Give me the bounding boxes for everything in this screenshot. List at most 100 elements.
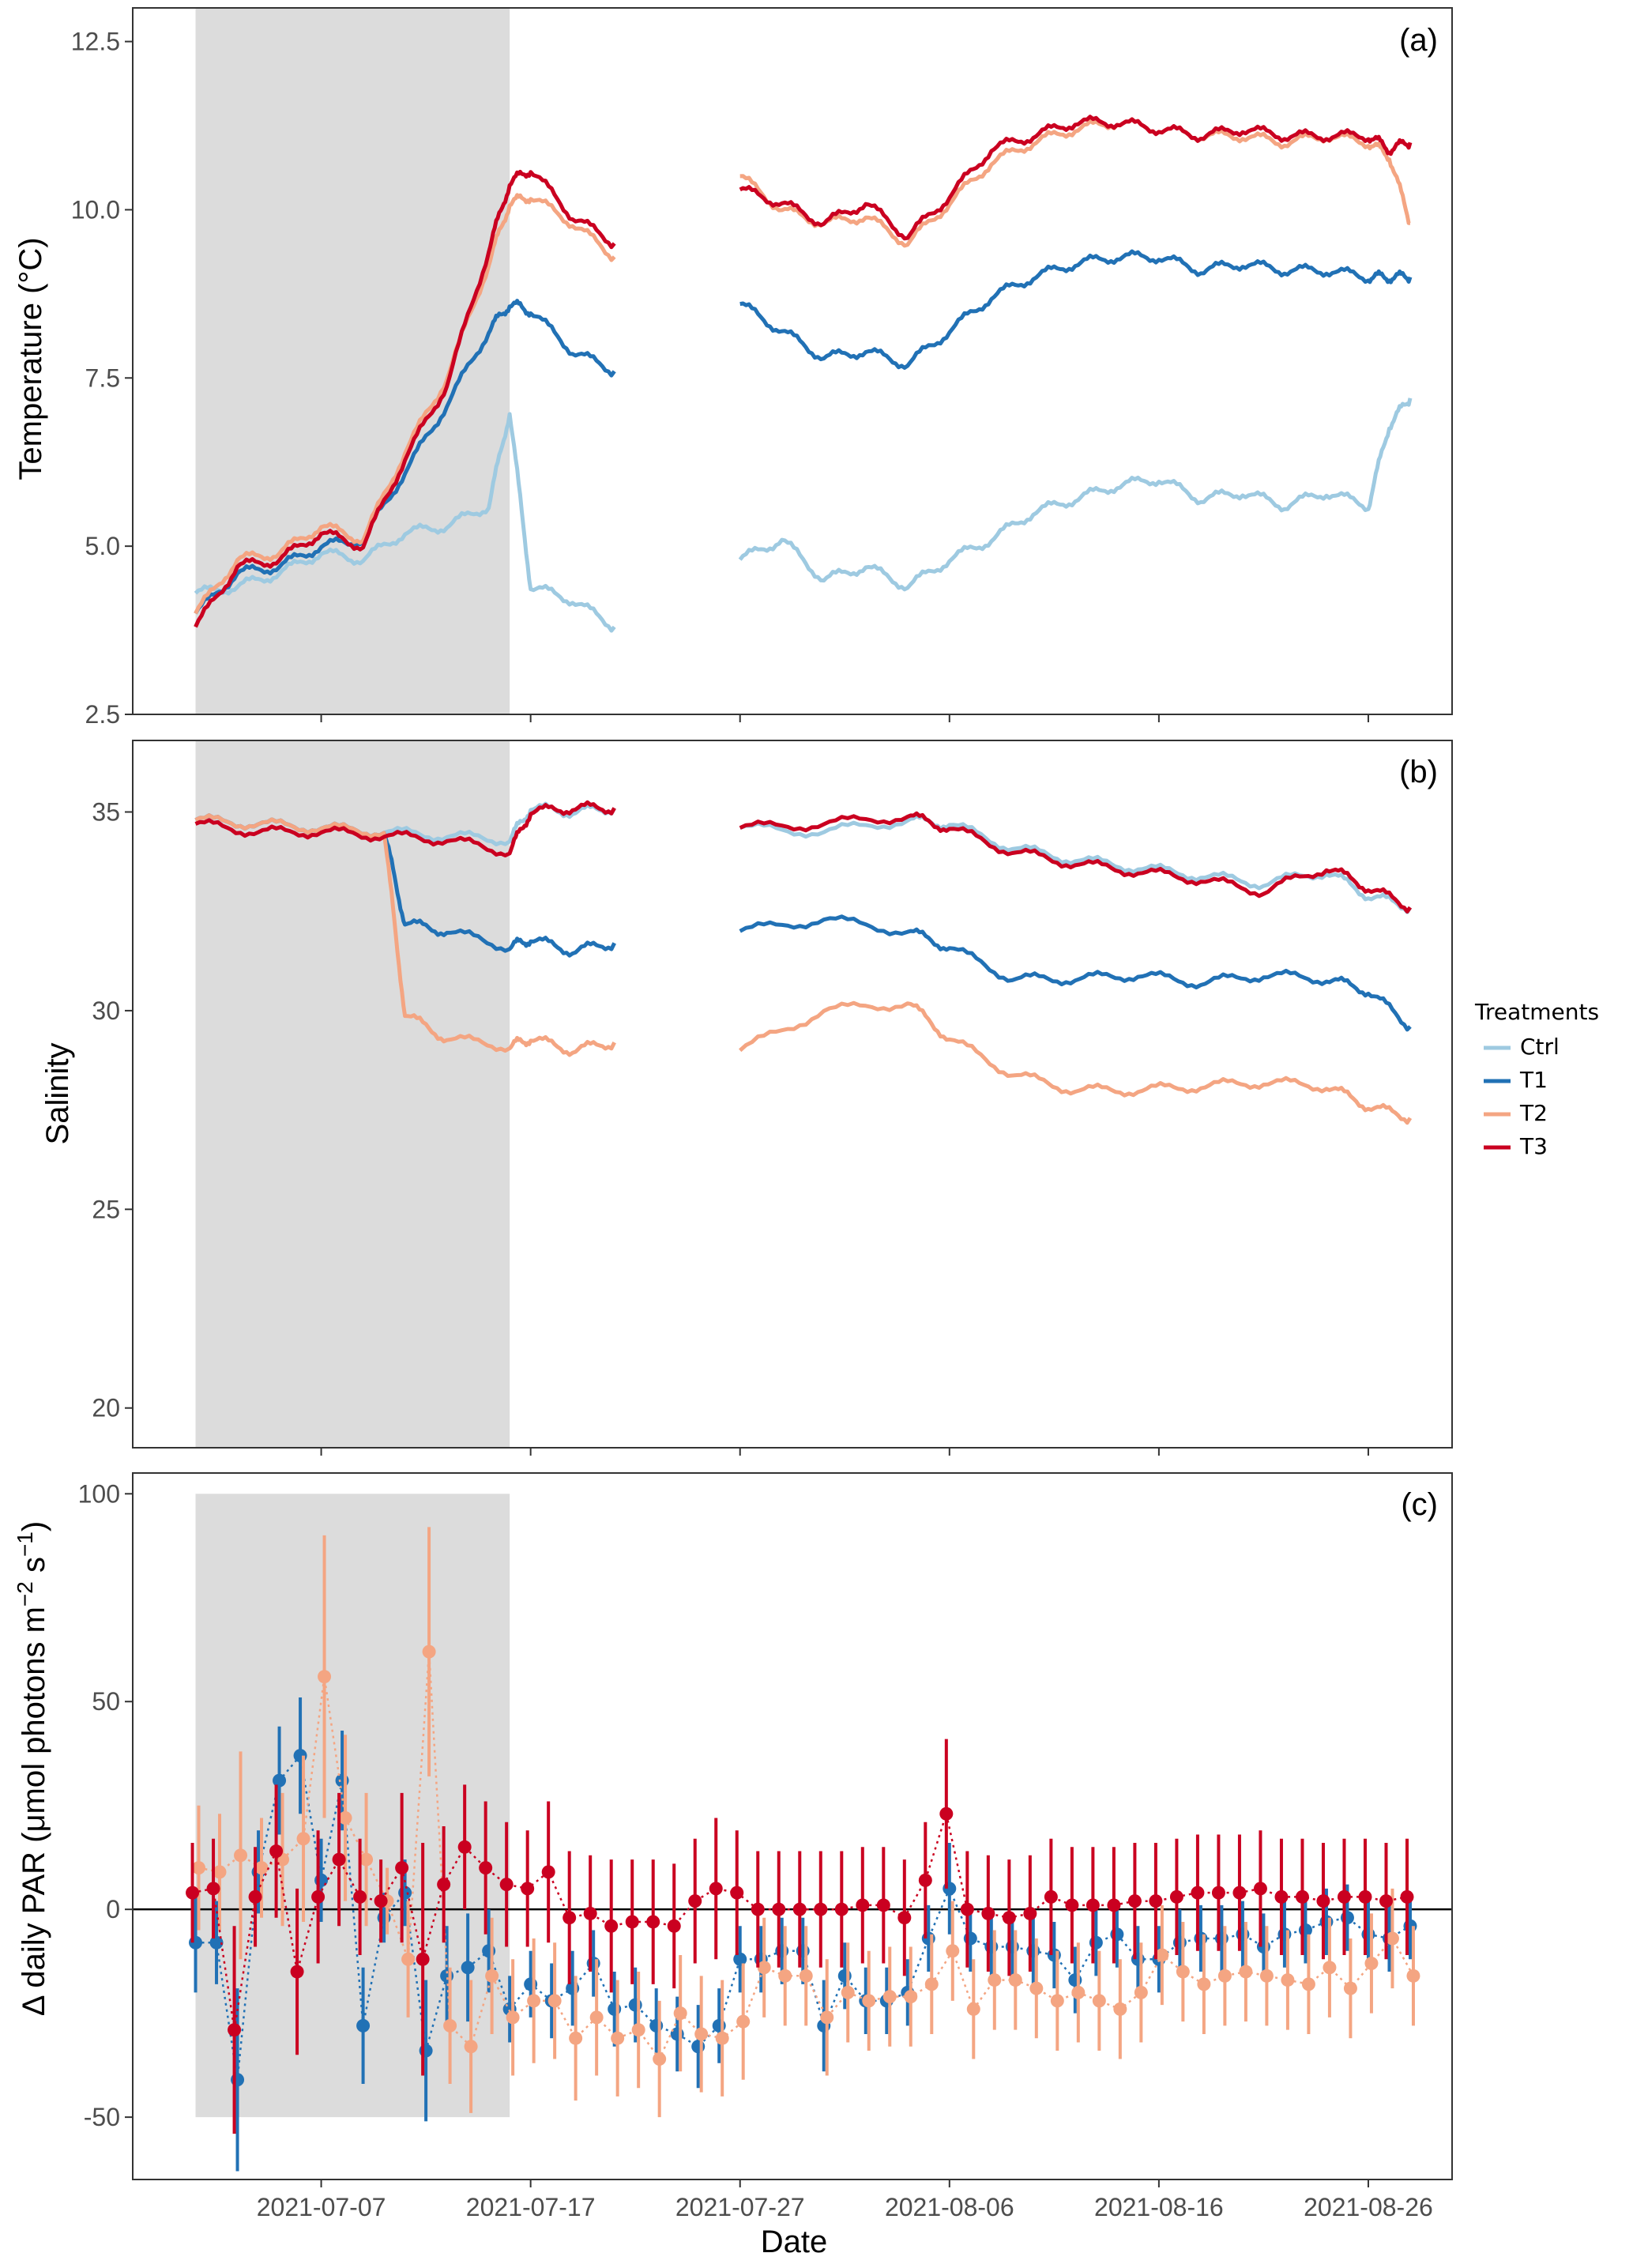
data-point-t2 — [464, 2040, 478, 2054]
y-tick-label: 7.5 — [85, 364, 120, 392]
data-point-t3 — [395, 1861, 409, 1875]
panel-label-c: (c) — [1401, 1487, 1438, 1522]
data-point-t2 — [527, 1994, 541, 2008]
x-axis-title: Date — [761, 2225, 828, 2259]
legend-label-t1: T1 — [1519, 1067, 1548, 1093]
shaded-rect — [195, 1494, 510, 2118]
data-point-t3 — [1127, 1894, 1142, 1908]
x-tick-label: 2021-08-06 — [885, 2193, 1014, 2221]
data-point-t2 — [611, 2031, 625, 2045]
x-tick-label: 2021-07-07 — [257, 2193, 386, 2221]
y-axis-title-temperature: Temperature (°C) — [13, 237, 48, 480]
x-axis: 2021-07-07 2021-07-17 2021-07-27 2021-08-06… — [257, 2179, 1433, 2221]
data-point-t2 — [1197, 1977, 1211, 1991]
data-point-t3 — [792, 1902, 807, 1916]
y-tick-label: 50 — [92, 1687, 120, 1716]
data-point-t3 — [751, 1902, 765, 1916]
shaded-rect — [195, 8, 510, 714]
series-line-t3 — [739, 115, 1413, 241]
data-point-t3 — [856, 1898, 870, 1912]
y-title-sup2: −1 — [13, 1531, 37, 1557]
data-point-t2 — [1343, 1981, 1357, 1995]
panel-label-a: (a) — [1399, 23, 1438, 58]
data-point-t3 — [1379, 1894, 1393, 1908]
series-line-t1 — [739, 249, 1413, 370]
series-line-ctrl — [739, 813, 1413, 914]
data-point-t2 — [1301, 1977, 1315, 1991]
data-point-t2 — [757, 1961, 771, 1975]
data-point-t3 — [1065, 1898, 1079, 1912]
data-point-t3 — [1023, 1906, 1037, 1920]
y-title-sup1: −2 — [13, 1581, 37, 1607]
data-point-t3 — [688, 1894, 702, 1908]
temperature-lines — [194, 115, 1413, 633]
data-point-t2 — [1071, 1985, 1086, 1999]
data-point-t3 — [1274, 1889, 1289, 1904]
data-point-t3 — [1295, 1889, 1309, 1904]
data-point-t3 — [332, 1852, 346, 1867]
data-point-t2 — [485, 1968, 499, 1983]
data-point-t3 — [353, 1889, 367, 1904]
data-point-t3 — [981, 1906, 995, 1920]
y-title-suffix: ) — [17, 1521, 51, 1531]
data-point-t3 — [1191, 1886, 1205, 1900]
data-point-t3 — [1337, 1889, 1351, 1904]
data-point-t2 — [359, 1852, 374, 1867]
data-point-t2 — [924, 1977, 939, 1991]
y-title-mid: s — [17, 1557, 51, 1581]
data-point-t2 — [1113, 2002, 1127, 2016]
data-point-t3 — [374, 1894, 388, 1908]
data-point-t1 — [356, 2018, 371, 2033]
data-point-t2 — [254, 1861, 269, 1875]
panel-temperature: 2.5 5.0 7.5 10.0 12.5 (a) Temperature (°C) — [13, 7, 1453, 729]
panel-salinity: 20 25 30 35 (b) Salinity — [40, 740, 1453, 1456]
data-point-t2 — [841, 1985, 855, 1999]
data-point-t3 — [897, 1911, 912, 1925]
panel-frame — [132, 1472, 1453, 2180]
data-point-t2 — [1134, 1985, 1148, 1999]
data-point-t2 — [820, 2010, 834, 2025]
x-tick-label: 2021-07-17 — [466, 2193, 596, 2221]
data-point-t2 — [296, 1832, 310, 1846]
data-point-t2 — [715, 2031, 729, 2045]
data-point-t3 — [457, 1840, 472, 1854]
data-point-t3 — [918, 1873, 932, 1887]
data-point-t2 — [506, 2010, 520, 2025]
series-line-ctrl — [738, 397, 1413, 592]
data-point-t3 — [521, 1882, 535, 1896]
data-point-t3 — [709, 1882, 723, 1896]
data-point-t2 — [318, 1670, 332, 1684]
data-point-t3 — [730, 1886, 744, 1900]
y-axis: 20 25 30 35 — [92, 798, 133, 1422]
y-axis: 2.5 5.0 7.5 10.0 12.5 — [71, 28, 133, 729]
data-point-t2 — [799, 1968, 813, 1983]
legend-label-ctrl: Ctrl — [1520, 1034, 1560, 1060]
data-point-t2 — [1406, 1968, 1420, 1983]
data-point-t2 — [1364, 1957, 1379, 1971]
series-line-t1 — [739, 914, 1412, 1032]
data-point-t3 — [499, 1878, 514, 1892]
data-point-t2 — [1050, 1994, 1064, 2008]
data-point-t3 — [1400, 1889, 1414, 1904]
data-point-t3 — [667, 1919, 681, 1933]
data-point-t2 — [1155, 1948, 1169, 1962]
data-point-t3 — [479, 1861, 493, 1875]
data-point-t3 — [563, 1911, 577, 1925]
data-point-t3 — [814, 1902, 828, 1916]
data-point-t3 — [541, 1865, 555, 1879]
data-point-t3 — [1149, 1894, 1163, 1908]
panel-label-b: (b) — [1399, 755, 1438, 789]
series-line-t2 — [194, 813, 616, 1057]
data-point-t2 — [422, 1644, 436, 1659]
data-point-t3 — [290, 1965, 304, 1979]
data-point-t2 — [694, 2027, 709, 2041]
legend: Treatments Ctrl T1 T2 T3 — [1474, 999, 1599, 1159]
y-tick-label: 25 — [92, 1195, 120, 1223]
data-point-t3 — [1002, 1911, 1016, 1925]
data-point-t3 — [228, 2023, 242, 2037]
data-point-t2 — [904, 1990, 918, 2004]
data-point-t2 — [547, 1994, 562, 2008]
shaded-period — [195, 1494, 510, 2118]
data-point-t2 — [234, 1848, 248, 1863]
